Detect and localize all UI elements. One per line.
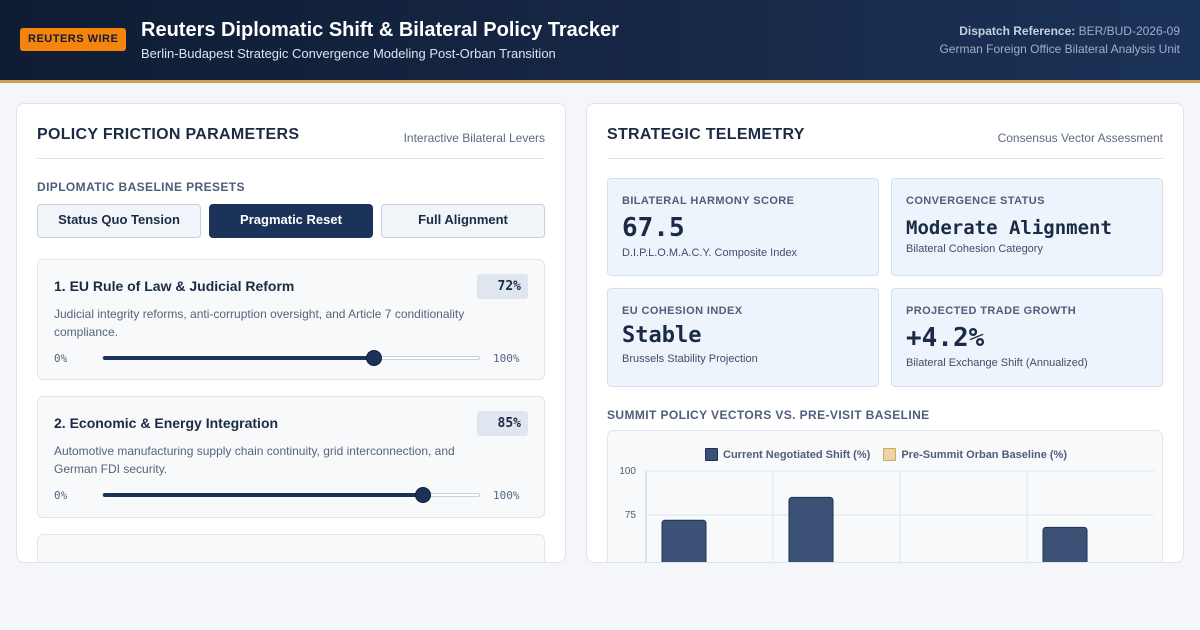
lever-card-rule-of-law: 1. EU Rule of Law & Judicial Reform 72% … <box>37 259 545 380</box>
slider-fill <box>103 493 423 497</box>
kpi-label: EU COHESION INDEX <box>622 305 743 317</box>
y-tick-label: 100 <box>619 466 636 477</box>
slider-min-label: 0% <box>54 489 68 502</box>
y-tick-label: 75 <box>625 510 637 521</box>
lever-description: Judicial integrity reforms, anti-corrupt… <box>54 307 465 339</box>
lever-value: 72% <box>477 274 528 299</box>
slider-thumb[interactable] <box>365 350 382 366</box>
wire-badge: REUTERS WIRE <box>20 28 127 51</box>
kpi-sub: D.I.P.L.O.M.A.C.Y. Composite Index <box>622 247 798 259</box>
kpi-label: PROJECTED TRADE GROWTH <box>906 305 1077 317</box>
bar-current <box>1042 526 1088 562</box>
kpi-sub: Brussels Stability Projection <box>622 353 758 365</box>
kpi-trade-growth: PROJECTED TRADE GROWTH +4.2% Bilateral E… <box>891 288 1163 387</box>
kpi-harmony-score: BILATERAL HARMONY SCORE 67.5 D.I.P.L.O.M… <box>607 178 879 276</box>
chart-canvas: 100 75 <box>619 466 1154 562</box>
preset-status-quo-button[interactable]: Status Quo Tension <box>37 204 201 238</box>
kpi-sub: Bilateral Exchange Shift (Annualized) <box>906 357 1088 369</box>
panel-title: POLICY FRICTION PARAMETERS <box>37 126 300 143</box>
rule-of-law-slider[interactable] <box>102 350 480 366</box>
economic-energy-slider[interactable] <box>102 487 480 503</box>
panel-header: STRATEGIC TELEMETRY Consensus Vector Ass… <box>607 126 1163 159</box>
kpi-eu-cohesion: EU COHESION INDEX Stable Brussels Stabil… <box>607 288 879 387</box>
slider-max-label: 100% <box>493 489 520 502</box>
policy-vectors-chart: Current Negotiated Shift (%) Pre-Summit … <box>607 430 1163 562</box>
dispatch-value: BER/BUD-2026-09 <box>1078 24 1180 38</box>
bar-current <box>788 496 834 562</box>
lever-value: 85% <box>477 411 528 436</box>
lever-description: Automotive manufacturing supply chain co… <box>54 444 455 476</box>
kpi-label: CONVERGENCE STATUS <box>906 195 1045 207</box>
panel-note: Interactive Bilateral Levers <box>403 131 545 145</box>
app-header: REUTERS WIRE Reuters Diplomatic Shift & … <box>0 0 1200 83</box>
analysis-unit: German Foreign Office Bilateral Analysis… <box>939 42 1180 56</box>
slider-thumb[interactable] <box>414 487 431 503</box>
kpi-sub: Bilateral Cohesion Category <box>906 243 1043 255</box>
app-subtitle: Berlin-Budapest Strategic Convergence Mo… <box>141 46 556 61</box>
lever-card-next <box>37 534 545 562</box>
lever-card-economic-energy: 2. Economic & Energy Integration 85% Aut… <box>37 396 545 518</box>
lever-title: 2. Economic & Energy Integration <box>54 415 279 431</box>
dispatch-label: Dispatch Reference: <box>959 24 1076 38</box>
legend-swatch <box>883 448 897 461</box>
chart-legend: Current Negotiated Shift (%) Pre-Summit … <box>705 448 1077 461</box>
panel-title: STRATEGIC TELEMETRY <box>607 126 805 143</box>
panel-note: Consensus Vector Assessment <box>997 131 1163 145</box>
preset-full-alignment-button[interactable]: Full Alignment <box>381 204 545 238</box>
legend-label: Current Negotiated Shift (%) <box>723 449 871 461</box>
policy-friction-panel: POLICY FRICTION PARAMETERS Interactive B… <box>16 103 566 563</box>
preset-pragmatic-reset-button[interactable]: Pragmatic Reset <box>209 204 373 238</box>
kpi-value: +4.2% <box>906 323 985 353</box>
slider-max-label: 100% <box>493 352 520 365</box>
dispatch-info: Dispatch Reference: BER/BUD-2026-09 Germ… <box>939 22 1180 58</box>
legend-swatch <box>705 448 718 461</box>
strategic-telemetry-panel: STRATEGIC TELEMETRY Consensus Vector Ass… <box>586 103 1184 563</box>
legend-item-baseline: Pre-Summit Orban Baseline (%) <box>883 448 1067 461</box>
kpi-label: BILATERAL HARMONY SCORE <box>622 195 795 207</box>
slider-min-label: 0% <box>54 352 68 365</box>
presets-label: DIPLOMATIC BASELINE PRESETS <box>37 180 245 194</box>
bar-current <box>661 519 707 562</box>
kpi-value: Moderate Alignment <box>906 217 1112 239</box>
lever-title: 1. EU Rule of Law & Judicial Reform <box>54 278 295 294</box>
slider-fill <box>103 356 374 360</box>
kpi-value: 67.5 <box>622 213 685 243</box>
legend-label: Pre-Summit Orban Baseline (%) <box>901 449 1067 461</box>
chart-title: SUMMIT POLICY VECTORS VS. PRE-VISIT BASE… <box>607 408 930 422</box>
legend-item-current: Current Negotiated Shift (%) <box>705 448 870 461</box>
kpi-convergence-status: CONVERGENCE STATUS Moderate Alignment Bi… <box>891 178 1163 276</box>
app-title: Reuters Diplomatic Shift & Bilateral Pol… <box>141 19 619 41</box>
kpi-value: Stable <box>622 323 702 348</box>
panel-header: POLICY FRICTION PARAMETERS Interactive B… <box>37 126 545 159</box>
